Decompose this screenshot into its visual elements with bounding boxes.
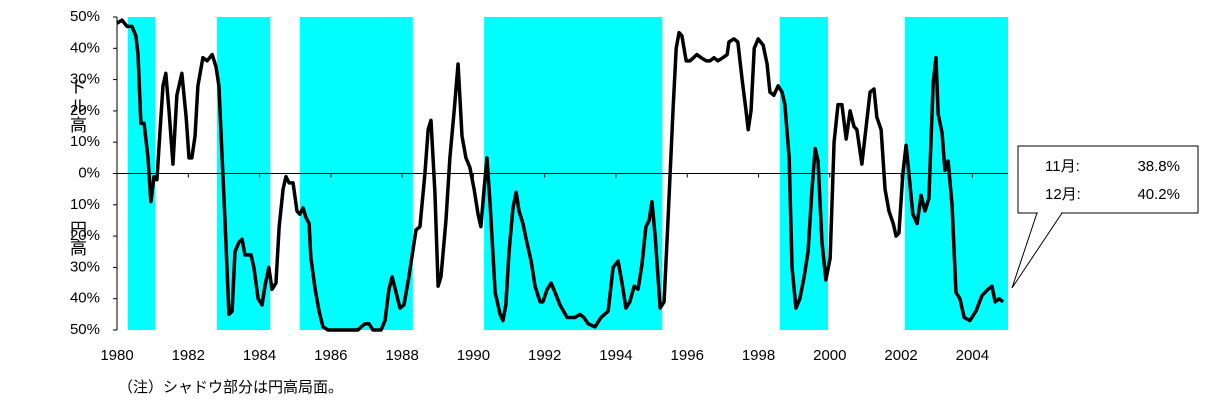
y-tick-label: 30% [70,71,100,88]
x-tick-label: 1986 [314,347,347,364]
callout-month: 11月: [1045,158,1080,175]
x-tick-label: 2000 [813,347,846,364]
x-tick-label: 2002 [884,347,917,364]
x-tick-label: 1980 [100,347,133,364]
y-tick-label: 10% [70,133,100,150]
y-tick-label: 40% [70,290,100,307]
x-tick-label: 1994 [599,347,632,364]
y-tick-label: 0% [78,164,100,181]
x-tick-label: 1998 [742,347,775,364]
y-tick-label: 20% [70,227,100,244]
x-tick-label: 1984 [243,347,276,364]
x-tick-label: 1996 [671,347,704,364]
x-tick-label: 1982 [172,347,205,364]
y-tick-label: 50% [70,321,100,338]
callout-month: 12月: [1045,186,1081,203]
note: （注）シャドウ部分は円高局面。 [118,379,343,396]
y-tick-label: 40% [70,39,100,56]
y-side-label: 円高 [67,220,86,258]
y-tick-label: 10% [70,196,100,213]
y-tick-label: 50% [70,8,100,25]
y-side-label: ドル高 [67,78,86,135]
y-tick-label: 30% [70,258,100,275]
callout-value: 40.2% [1137,186,1180,203]
x-tick-label: 2004 [956,347,989,364]
x-tick-label: 1990 [457,347,490,364]
callout-box [1017,145,1199,214]
y-tick-label: 20% [70,102,100,119]
x-tick-label: 1992 [528,347,561,364]
data-line [116,18,1005,332]
callout-value: 38.8% [1137,158,1180,175]
x-tick-label: 1988 [385,347,418,364]
callout-pointer [1011,212,1063,289]
